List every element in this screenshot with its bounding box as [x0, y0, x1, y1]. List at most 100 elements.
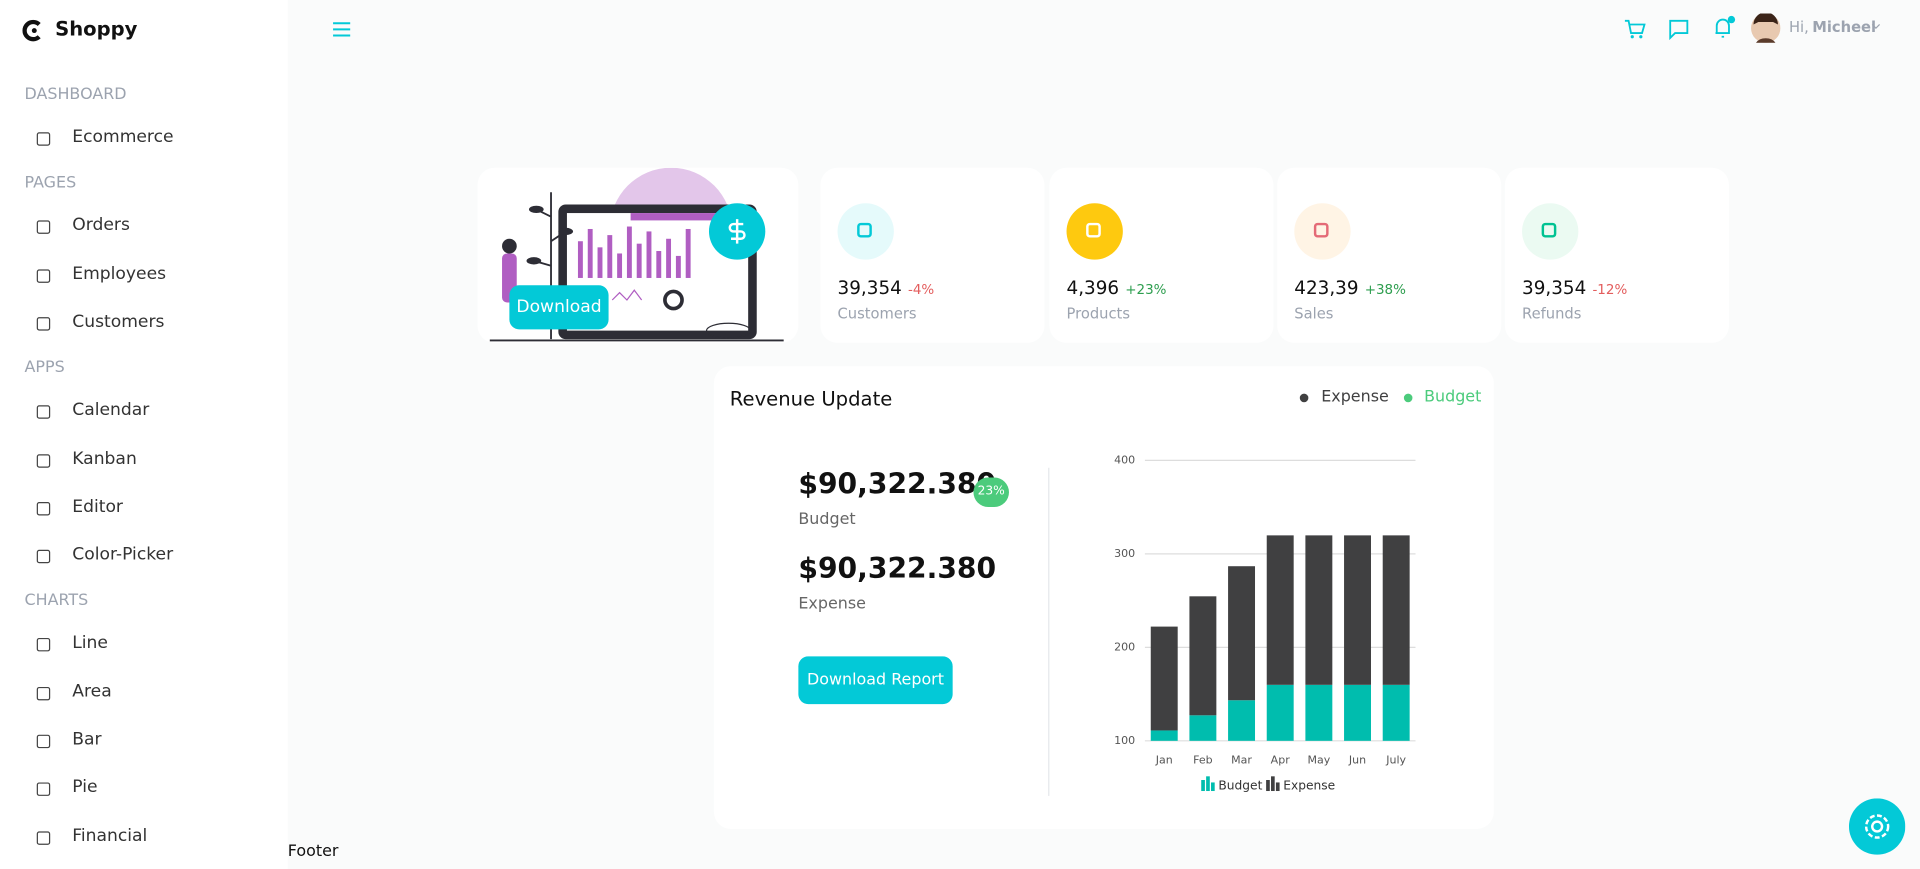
- nav-item[interactable]: Orders: [72, 215, 130, 236]
- nav-item[interactable]: Editor: [72, 496, 123, 517]
- stat-card: 4,396 +23% Products: [1049, 167, 1274, 343]
- x-tick-label: Feb: [1193, 753, 1213, 766]
- nav-item[interactable]: Pie: [72, 777, 98, 798]
- section-title: PAGES: [24, 174, 77, 193]
- nav-icon: [36, 268, 51, 283]
- user-name[interactable]: Micheel: [1812, 18, 1877, 36]
- y-tick-label: 400: [1114, 453, 1135, 466]
- stat-icon[interactable]: [1066, 203, 1123, 260]
- y-tick-label: 200: [1114, 640, 1135, 653]
- notification-icon[interactable]: [1712, 15, 1736, 42]
- legend-swatch: [1201, 780, 1205, 792]
- nav-item[interactable]: Line: [72, 633, 108, 654]
- nav-icon: [36, 782, 51, 797]
- stat-glyph: [1313, 222, 1329, 238]
- footer: Footer: [287, 842, 339, 861]
- nav-item[interactable]: Employees: [72, 263, 167, 284]
- stat-row: 4,396 +23%: [1067, 276, 1167, 299]
- stat-percentage: -4%: [907, 281, 935, 298]
- section-title: DASHBOARD: [24, 85, 127, 105]
- bar: [1266, 535, 1294, 685]
- bar: [1305, 684, 1333, 741]
- section-title: APPS: [24, 359, 65, 378]
- stat-icon[interactable]: [837, 203, 894, 260]
- nav-icon: [36, 686, 51, 701]
- x-tick-label: Jan: [1155, 753, 1173, 766]
- legend-expense[interactable]: Expense: [1321, 388, 1389, 407]
- nav-icon: [36, 132, 51, 146]
- legend-swatch: [1271, 776, 1275, 792]
- stat-amount: 4,396: [1066, 276, 1120, 299]
- bar: [1344, 535, 1371, 685]
- stat-glyph: [1086, 222, 1101, 238]
- stat-icon[interactable]: [1294, 203, 1351, 260]
- legend-swatch: [1211, 782, 1215, 792]
- y-tick-label: 300: [1114, 547, 1135, 560]
- nav-item[interactable]: Ecommerce: [72, 127, 174, 147]
- legend-budget[interactable]: Budget: [1424, 388, 1482, 407]
- stat-card: 39,354 -4% Customers: [820, 167, 1045, 343]
- settings-button[interactable]: [1848, 798, 1906, 855]
- budget-amount: $90,322.380: [798, 468, 997, 501]
- divider: [1048, 467, 1050, 796]
- x-tick-label: May: [1307, 753, 1330, 766]
- chat-icon[interactable]: [1668, 18, 1690, 41]
- legend-label[interactable]: Budget: [1218, 779, 1262, 793]
- budget-label: Budget: [798, 510, 856, 529]
- nav-icon: [36, 734, 51, 749]
- stat-row: 39,354 -4%: [838, 276, 935, 299]
- bar: [1266, 684, 1294, 741]
- nav-item[interactable]: Calendar: [72, 400, 150, 421]
- stat-title: Products: [1066, 304, 1130, 323]
- x-tick-label: Apr: [1271, 753, 1291, 766]
- stat-title: Sales: [1294, 304, 1334, 323]
- cart-icon[interactable]: [1624, 18, 1646, 40]
- avatar[interactable]: [1751, 13, 1781, 43]
- revenue-title: Revenue Update: [729, 386, 893, 411]
- x-tick-label: Jun: [1348, 753, 1366, 766]
- bar: [1382, 535, 1410, 685]
- menu-button[interactable]: [332, 21, 352, 38]
- nav-icon: [36, 453, 51, 468]
- greeting: Hi,: [1788, 18, 1809, 36]
- brand[interactable]: Shoppy: [55, 17, 138, 41]
- stat-amount: 423,39: [1294, 276, 1359, 299]
- bar: [1228, 566, 1256, 701]
- bar: [1228, 700, 1256, 741]
- bar: [1150, 626, 1178, 731]
- bar: [1382, 684, 1410, 741]
- nav-item[interactable]: Bar: [72, 729, 102, 750]
- bar: [1305, 535, 1333, 685]
- nav-icon: [36, 317, 51, 331]
- nav-item[interactable]: Financial: [72, 826, 148, 846]
- stat-title: Refunds: [1522, 304, 1582, 323]
- bar: [1344, 684, 1371, 741]
- logo-icon: [22, 19, 41, 42]
- expense-label: Expense: [798, 595, 866, 614]
- stat-row: 39,354 -12%: [1522, 276, 1627, 299]
- download-report-button[interactable]: Download Report: [798, 656, 953, 705]
- bar: [1189, 715, 1217, 741]
- stat-amount: 39,354: [837, 276, 902, 299]
- bar: [1150, 730, 1178, 741]
- stat-percentage: +23%: [1125, 281, 1167, 298]
- stat-percentage: -12%: [1592, 281, 1628, 298]
- hero-card: Download: [477, 167, 799, 343]
- stat-icon[interactable]: [1522, 203, 1579, 260]
- nav-item[interactable]: Color-Picker: [72, 545, 174, 565]
- stat-card: 423,39 +38% Sales: [1277, 167, 1502, 343]
- hero-illustration: [489, 167, 784, 342]
- nav-item[interactable]: Area: [72, 681, 112, 702]
- nav-item[interactable]: Customers: [72, 312, 165, 332]
- nav-icon: [36, 549, 51, 564]
- y-tick-label: 100: [1114, 734, 1135, 747]
- nav-item[interactable]: Kanban: [72, 448, 137, 469]
- section-title: CHARTS: [24, 591, 89, 611]
- chevron[interactable]: [1870, 22, 1882, 32]
- download-button[interactable]: Download: [509, 285, 609, 330]
- stat-card: 39,354 -12% Refunds: [1504, 167, 1729, 343]
- legend-label[interactable]: Expense: [1283, 779, 1335, 793]
- bar: [1189, 596, 1217, 716]
